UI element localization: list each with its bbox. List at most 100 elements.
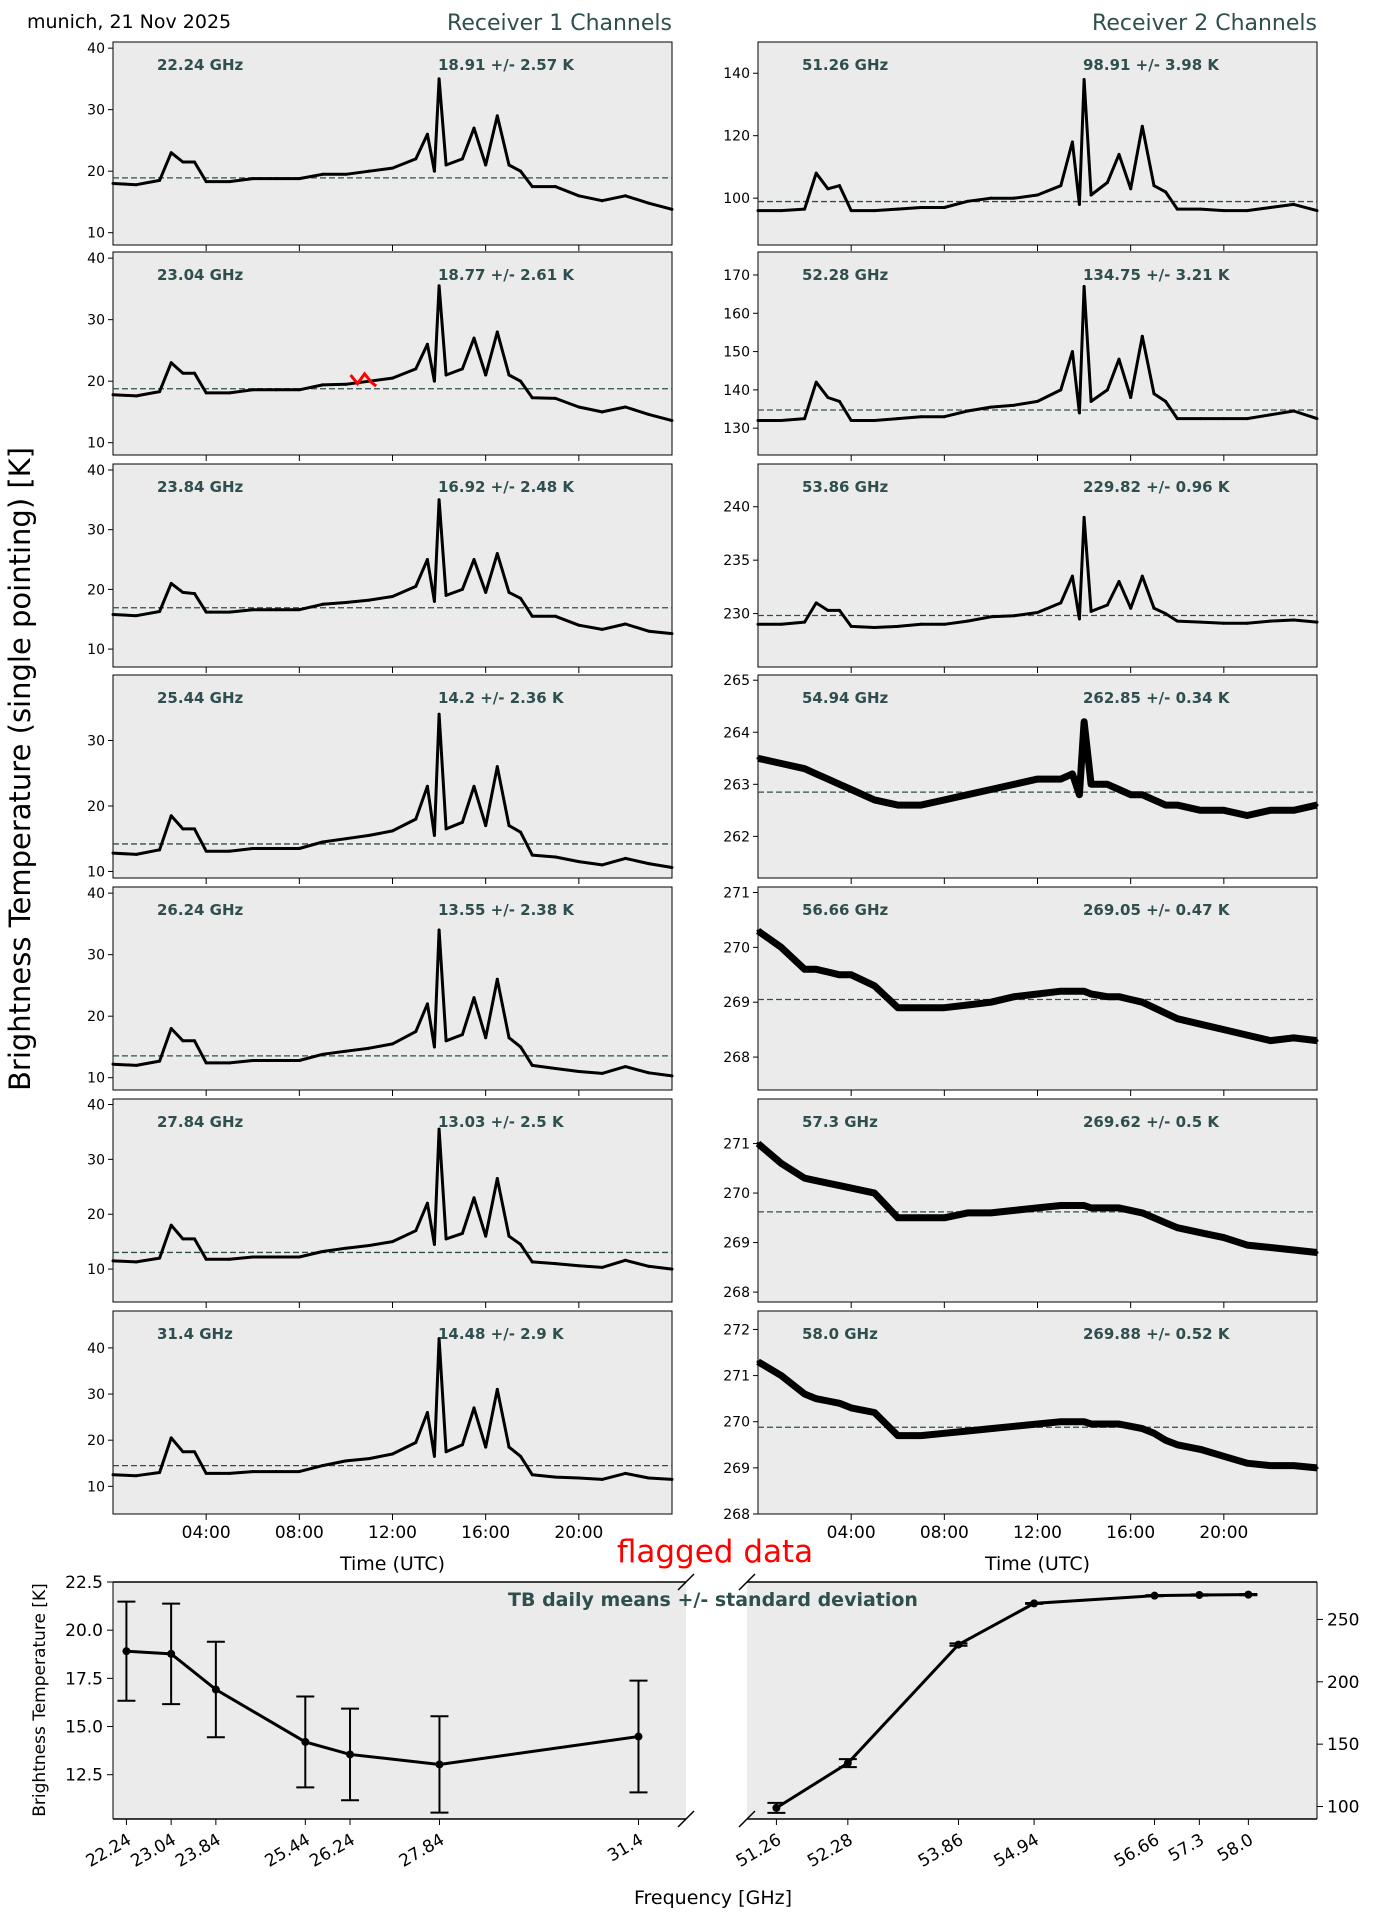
tb-data-point [779,761,783,765]
tb-data-point [1140,1000,1144,1004]
tb-data-point [1012,995,1016,999]
tb-data-point [507,1234,511,1238]
y-tick-label: 120 [723,129,750,145]
y-tick-label: 270 [723,1186,750,1202]
y-tick-label: 271 [723,1369,750,1385]
tb-data-point [460,587,464,591]
tb-data-point [274,177,278,181]
tb-data-point [1268,206,1272,210]
tb-data-point [989,1000,993,1004]
tb-data-point [1140,334,1144,338]
tb-data-point [1292,1248,1296,1252]
tb-data-point [530,396,534,400]
y-tick-label: 20 [87,582,105,598]
x-tick-label: 27.84 [396,1830,448,1872]
tb-data-point [623,856,627,860]
tb-data-point [577,1476,581,1480]
x-tick-label: 08:00 [275,1523,324,1543]
tb-data-point [1059,184,1063,188]
tb-data-point [321,840,325,844]
tb-data-point [600,627,604,631]
axis-break-mark [677,1573,695,1591]
tb-data-point [414,1440,418,1444]
tb-data-point [1012,1424,1016,1428]
tb-data-point [367,833,371,837]
channel-stats-label: 14.48 +/- 2.9 K [438,1325,565,1343]
tb-data-point [519,830,523,834]
tb-data-point [1175,803,1179,807]
tb-data-point [577,1070,581,1074]
tb-data-point [849,209,853,213]
tb-data-point [1292,202,1296,206]
mean-tb-point [1195,1590,1204,1599]
tb-data-point [1036,1206,1039,1210]
channel-frequency-label: 23.04 GHz [157,266,244,284]
axis-break-mark [738,1573,756,1591]
tb-data-point [600,410,604,414]
tb-data-point [942,206,946,210]
tb-data-point [623,194,627,198]
tb-data-point [472,1406,476,1410]
tb-data-point [623,1471,627,1475]
tb-data-point [826,777,830,781]
tb-data-point [1117,357,1121,361]
tb-data-point [1077,202,1081,206]
y-tick-label: 12.5 [65,1766,103,1786]
panel-51-26-GHz: 100 120 140 51.26 GHz 98.91 +/- 3.98 K [723,41,1319,251]
tb-data-point [1036,777,1039,781]
tb-data-point [1059,1203,1063,1207]
tb-data-point [414,367,418,371]
axes-background [757,1098,1318,1303]
tb-data-point [1129,793,1133,797]
y-tick-label: 250 [1327,1610,1359,1630]
tb-data-point [966,619,970,623]
tb-data-point [1164,1221,1168,1225]
tb-data-point [274,1470,278,1474]
tb-data-point [1245,1243,1249,1247]
y-tick-label: 270 [723,940,750,956]
tb-data-point [425,1201,429,1205]
tb-data-point [111,393,115,397]
mean-tb-point [634,1732,643,1741]
tb-data-point [670,1074,674,1078]
x-tick-label: 12:00 [368,1523,417,1543]
tb-data-point [1070,140,1074,144]
tb-data-point [814,171,818,175]
tb-data-point [1070,1203,1074,1207]
panel-57-3-GHz: 268 269 270 271 57.3 GHz 269.62 +/- 0.5 K [723,1098,1319,1308]
tb-data-point [158,1470,162,1474]
tb-data-point [1140,793,1144,797]
y-tick-label: 40 [87,41,105,57]
tb-data-point [251,1470,255,1474]
tb-data-point [432,1242,436,1246]
y-tick-label: 269 [723,995,750,1011]
tb-data-point [838,399,842,403]
x-tick-label: 56.66 [1111,1830,1163,1872]
tb-data-point [838,184,842,188]
tb-data-point [367,1046,371,1050]
y-tick-label: 15.0 [65,1718,103,1738]
x-tick-label: 26.24 [306,1830,358,1872]
y-tick-label: 10 [87,226,105,242]
tb-data-point [1129,606,1133,610]
tb-data-point [484,590,488,594]
tb-data-point [391,1042,394,1046]
mean-tb-point [346,1750,355,1759]
tb-data-point [425,784,429,788]
axes-background [747,1582,1317,1819]
tb-data-point [472,996,476,1000]
channel-frequency-label: 53.86 GHz [802,478,889,496]
tb-data-point [1117,995,1121,999]
flagged-data-line [349,371,378,388]
tb-data-point [803,207,807,211]
y-tick-label: 140 [723,66,750,82]
y-tick-label: 150 [723,345,750,361]
tb-data-point [472,336,476,340]
tb-data-point [193,1039,197,1043]
channel-frequency-label: 51.26 GHz [802,56,889,74]
tb-data-point [181,160,185,164]
tb-data-point [966,1211,970,1215]
y-tick-label: 10 [87,864,105,880]
mean-tb-point [1244,1590,1253,1599]
